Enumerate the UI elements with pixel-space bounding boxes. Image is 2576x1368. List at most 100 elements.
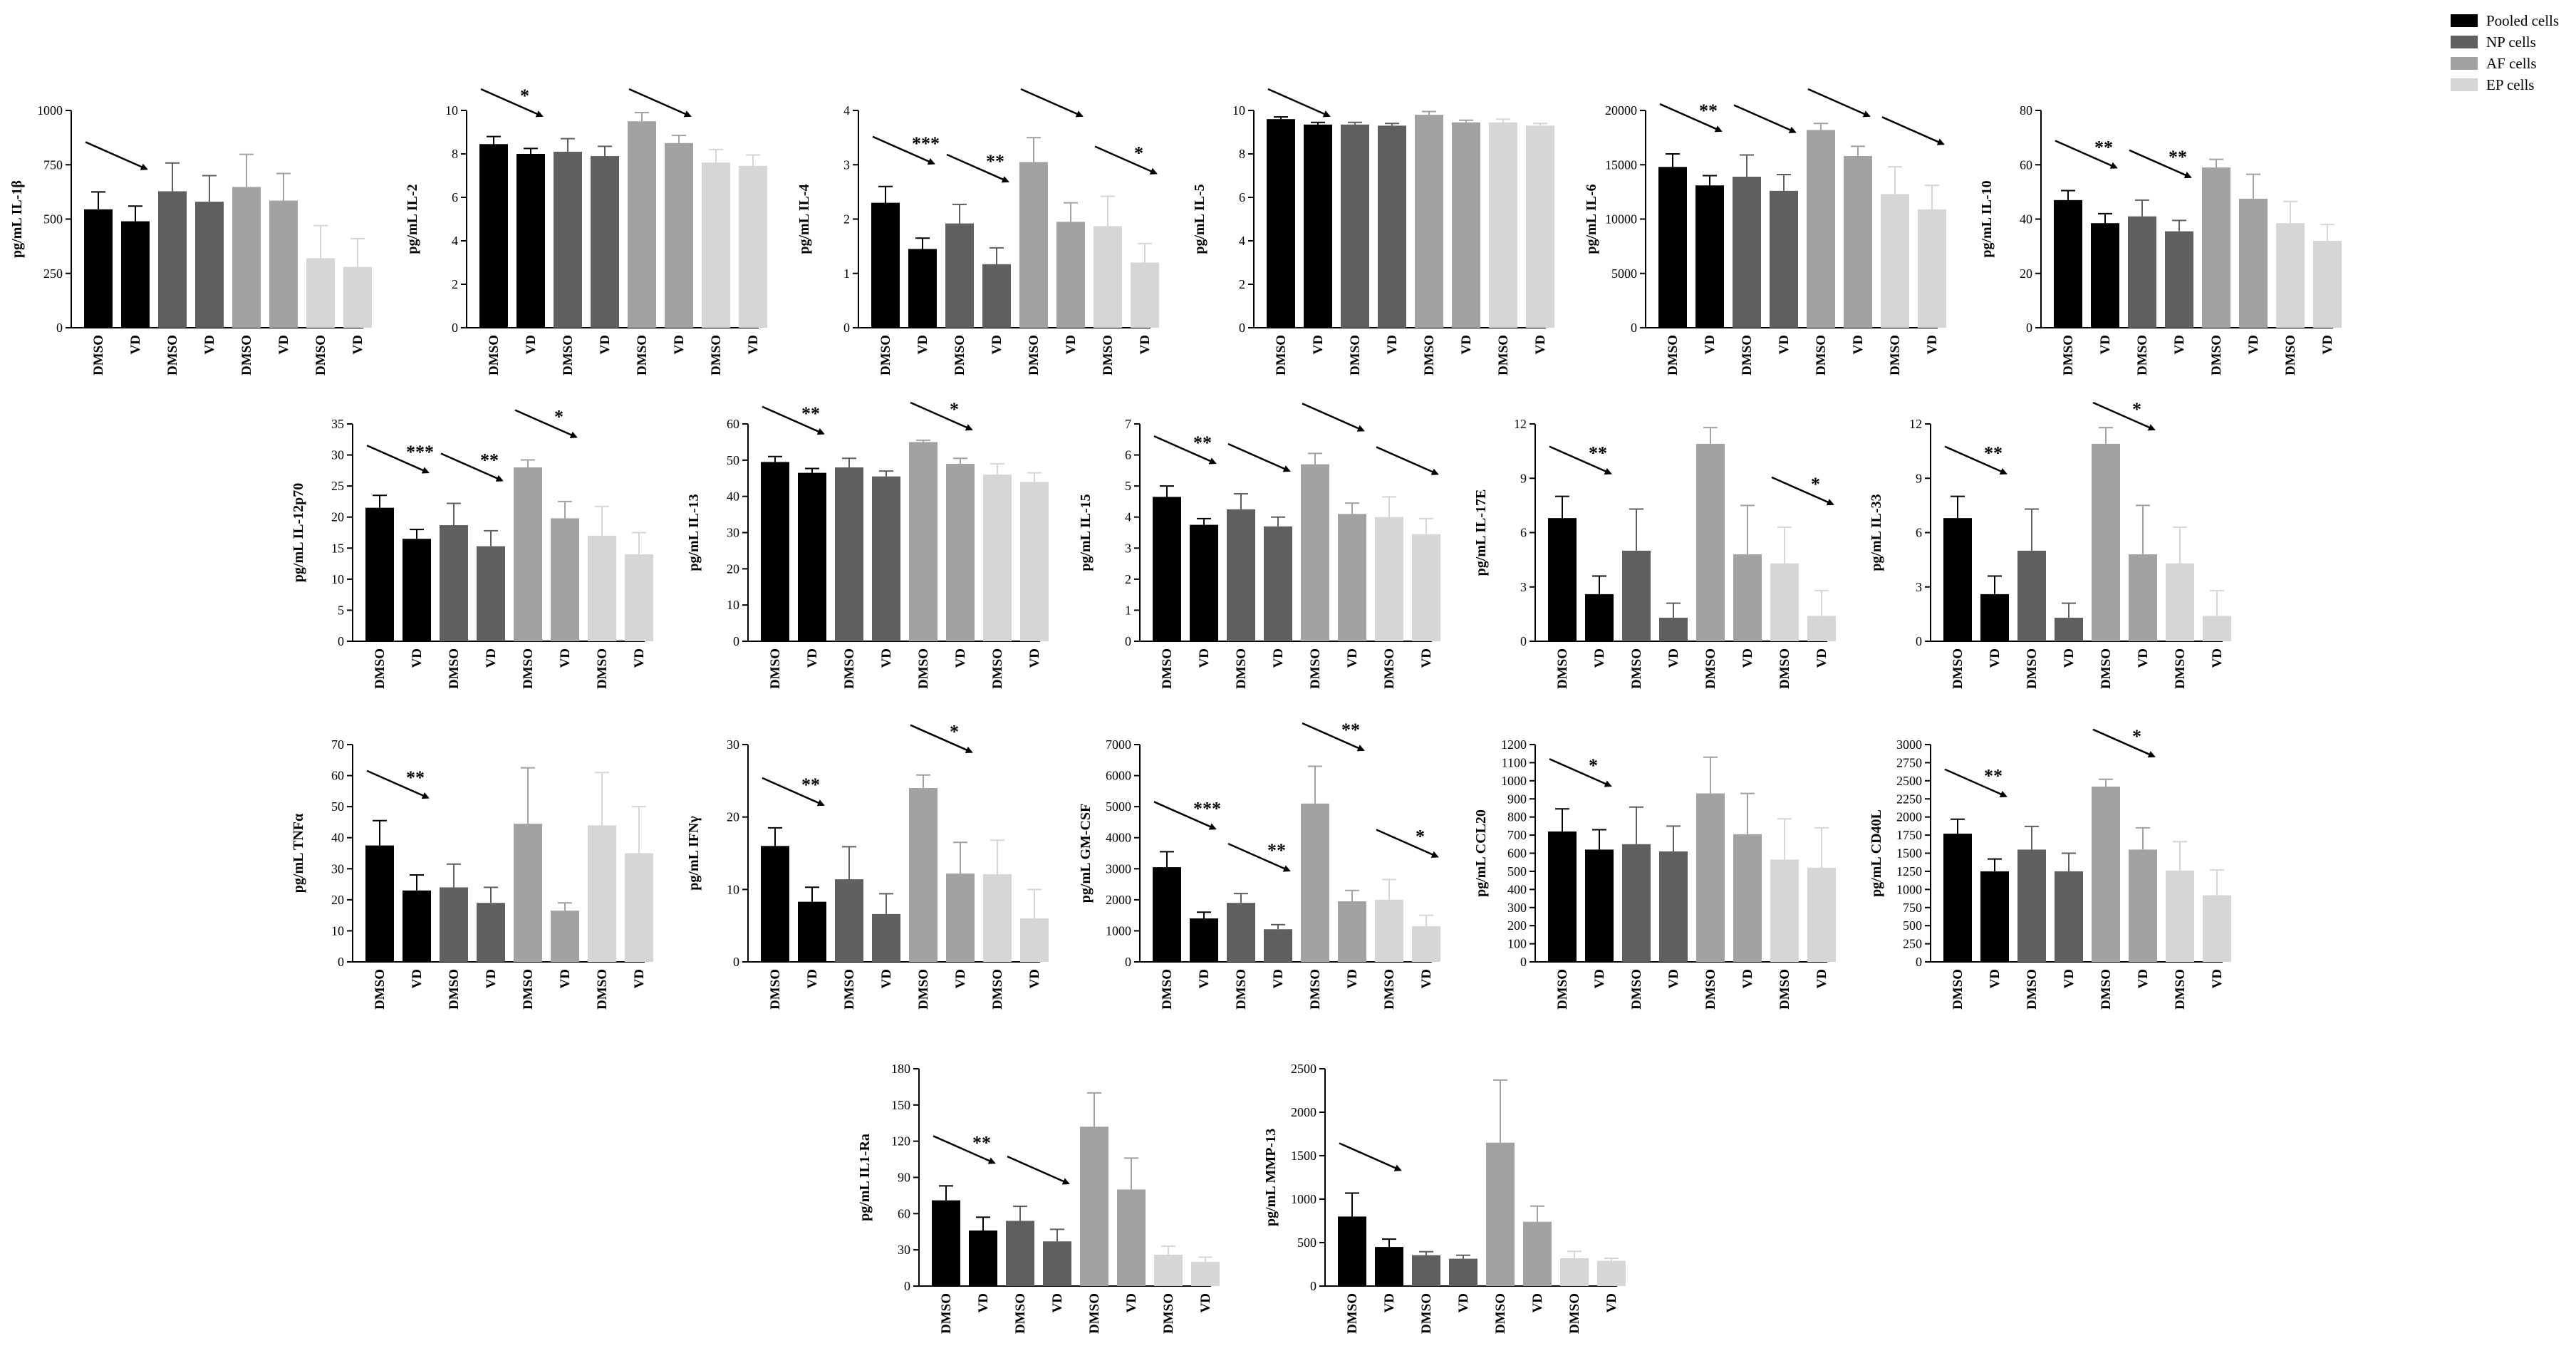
chart-panel: 0 1000 2000 3000 4000 5000 6000 7000 pg/mL GM-CS… [1078,720,1440,1010]
category-label: VD [2062,648,2077,668]
legend-swatch-pooled [2451,14,2478,27]
bar [1375,899,1403,962]
category-label: DMSO [1161,1293,1176,1334]
significance-arrow [1094,145,1158,175]
category-label: DMSO [487,335,502,375]
bar [1117,1189,1146,1286]
y-axis-label: pg/mL IL1-Ra [857,1134,873,1221]
chart-panel: 0 30 60 90 120 150 180 pg/mL IL1-Ra DMSO VD DMSO VD… [857,1062,1220,1334]
y-axis-label: pg/mL IL-17E [1473,489,1489,576]
y-axis-label: pg/mL IL-1β [9,180,25,258]
category-label: DMSO [2025,969,2040,1010]
category-label: DMSO [1629,969,1644,1010]
y-tick-label: 250 [43,266,63,281]
category-label: VD [558,648,573,668]
significance-arrow [440,452,504,482]
category-label: DMSO [1382,969,1397,1010]
category-label: DMSO [2209,335,2224,375]
significance-label: ** [1193,432,1212,453]
y-tick-label: 900 [1507,792,1527,806]
category-label: VD [2062,969,2077,988]
category-label: DMSO [2025,648,2040,689]
bar [1020,482,1049,641]
category-label: VD [632,969,647,988]
bar [798,901,826,962]
y-tick-label: 60 [898,1206,910,1221]
category-label: DMSO [239,335,254,375]
category-label: VD [672,335,687,354]
legend-label-af: AF cells [2486,55,2537,72]
category-label: VD [1345,969,1360,988]
chart-panel: 0 250 500 750 1000 pg/mL IL-1β DMSO VD DMSO VD DMS… [9,103,372,375]
category-label: DMSO [1027,335,1042,375]
category-label: VD [915,335,930,354]
y-tick-label: 500 [43,212,63,227]
bar [551,518,579,641]
significance-label: ** [2169,147,2187,167]
category-label: VD [2246,335,2261,354]
bar [872,476,900,641]
y-tick-label: 5 [1125,479,1131,493]
significance-arrow [366,445,430,474]
bar [1412,1255,1440,1286]
y-tick-label: 12 [1909,417,1922,431]
bar [1881,194,1909,328]
category-label: DMSO [1493,1293,1508,1334]
y-tick-label: 60 [2020,157,2032,172]
category-label: VD [1851,335,1866,354]
bar [1585,849,1614,962]
category-label: VD [410,648,425,668]
y-tick-label: 20 [331,510,344,524]
y-tick-label: 0 [1125,634,1131,648]
significance-arrow [762,405,825,435]
y-tick-label: 750 [43,157,63,172]
y-tick-label: 4 [843,103,850,118]
bar [1659,851,1688,962]
significance-arrow [1549,445,1612,475]
y-tick-label: 0 [338,955,344,969]
bar [1191,1262,1220,1286]
bar [477,546,505,641]
significance-label: * [950,722,959,742]
category-label: DMSO [373,969,388,1010]
category-label: DMSO [1308,648,1323,689]
y-axis-label: pg/mL IL-2 [405,184,420,254]
bar [2017,550,2046,641]
category-label: DMSO [595,969,610,1010]
bar [1449,1258,1477,1286]
bar [835,879,863,962]
category-label: DMSO [1013,1293,1028,1334]
y-tick-label: 40 [331,831,344,845]
category-label: DMSO [1382,648,1397,689]
significance-label: ** [986,151,1004,172]
bar [479,144,508,328]
category-label: VD [1777,335,1792,354]
bar [2203,895,2231,962]
category-label: DMSO [2099,969,2114,1010]
y-tick-label: 600 [1507,846,1527,861]
bar [2017,849,2046,962]
category-label: DMSO [952,335,967,375]
category-label: DMSO [1814,335,1829,375]
y-tick-label: 400 [1507,882,1527,896]
y-tick-label: 0 [452,321,458,335]
significance-arrow [2092,728,2156,758]
bar [983,475,1012,641]
category-label: DMSO [768,969,783,1010]
category-label: DMSO [1740,335,1755,375]
bar [2055,871,2083,962]
y-axis-label: pg/mL IL-10 [1979,180,1995,257]
y-tick-label: 3 [843,157,850,172]
y-tick-label: 1000 [1896,882,1922,896]
category-label: DMSO [521,969,536,1010]
category-label: VD [1592,648,1607,668]
y-tick-label: 120 [891,1134,910,1149]
significance-arrow [1376,446,1439,475]
bar [1548,518,1577,641]
category-label: VD [879,648,894,668]
bar [1918,209,1946,328]
y-tick-label: 70 [331,737,344,752]
category-label: VD [1138,335,1153,354]
significance-arrow [910,401,973,431]
category-label: DMSO [447,969,462,1010]
